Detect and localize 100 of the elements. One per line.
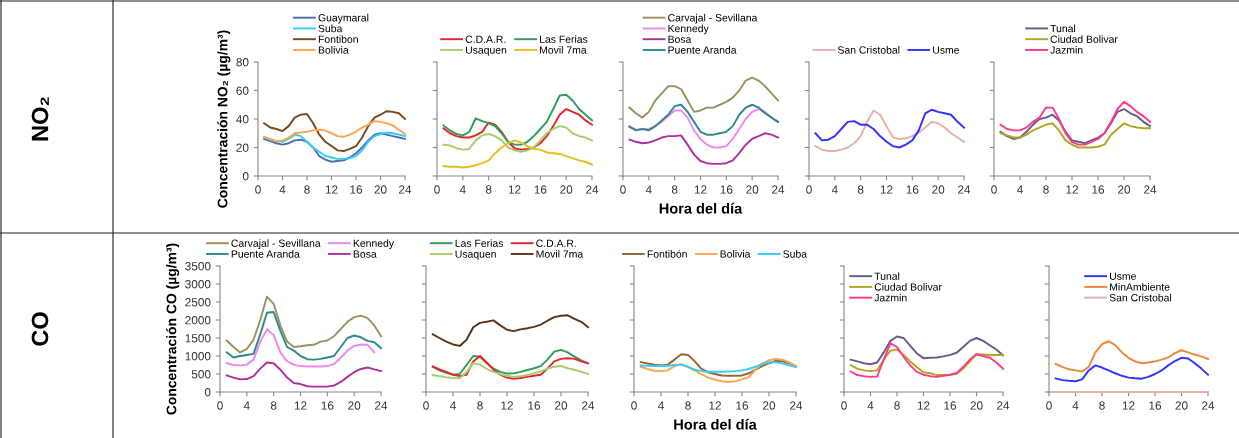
x-tick-label: 12 xyxy=(917,401,930,410)
x-tick-label: 12 xyxy=(709,401,721,410)
y-tick-label: 3000 xyxy=(185,280,211,289)
x-tick-label: 16 xyxy=(534,185,547,194)
legend-label: C.D.A.R. xyxy=(465,35,506,43)
legend-label: Jazmin xyxy=(874,293,907,302)
x-tick-label: 24 xyxy=(586,185,599,194)
legend-label: Bosa xyxy=(353,250,377,258)
y-tick-label: 20 xyxy=(236,143,249,152)
x-tick-label: 20 xyxy=(763,401,776,410)
x-tick-label: 8 xyxy=(857,185,864,194)
line-series xyxy=(225,311,382,361)
x-tick-label: 20 xyxy=(1175,401,1188,410)
x-tick-label: 4 xyxy=(449,401,456,410)
legend-label: Las Ferias xyxy=(455,239,504,247)
x-tick-label: 16 xyxy=(321,401,334,410)
legend-label: MinAmbiente xyxy=(1110,283,1170,291)
x-tick-label: 4 xyxy=(867,401,874,410)
x-axis-title: Hora del día xyxy=(659,202,743,214)
text: CO xyxy=(31,312,49,346)
line-series xyxy=(225,361,382,388)
y-tick-label: 2000 xyxy=(185,316,211,325)
x-tick-label: 8 xyxy=(1043,185,1049,194)
x-tick-label: 24 xyxy=(772,185,785,194)
x-tick-label: 0 xyxy=(620,185,626,194)
x-tick-label: 16 xyxy=(528,401,541,410)
x-tick-label: 16 xyxy=(736,401,749,410)
legend-label: San Cristobal xyxy=(837,46,900,54)
legend-label: Bosa xyxy=(668,35,692,43)
x-tick-label: 16 xyxy=(1149,401,1162,410)
line-series xyxy=(263,110,406,153)
x-tick-label: 20 xyxy=(932,185,945,194)
legend-label: Tunal xyxy=(1050,24,1076,33)
x-tick-label: 12 xyxy=(1066,185,1078,194)
x-tick-label: 8 xyxy=(304,185,310,194)
x-tick-label: 24 xyxy=(582,401,595,410)
legend-label: Bolivia xyxy=(318,46,349,54)
x-tick-label: 8 xyxy=(685,401,691,410)
y-tick-label: 500 xyxy=(191,370,211,379)
y-tick-label: 80 xyxy=(236,58,249,67)
x-tick-label: 0 xyxy=(841,401,847,410)
legend-label: Movil 7ma xyxy=(540,46,587,54)
y-tick-label: 0 xyxy=(204,388,211,397)
legend-label: Kennedy xyxy=(668,24,709,35)
x-tick-label: 8 xyxy=(1099,401,1105,410)
legend-label: Ciudad Bolivar xyxy=(874,283,942,291)
legend-label: Las Ferias xyxy=(540,35,588,43)
x-tick-label: 24 xyxy=(399,185,412,194)
legend-label: Usme xyxy=(1110,272,1136,280)
legend-label: Suba xyxy=(318,24,343,33)
x-axis-title: Hora del día xyxy=(674,418,757,430)
y-tick-label: 40 xyxy=(236,115,249,124)
x-tick-label: 8 xyxy=(477,401,483,410)
y-tick-label: 0 xyxy=(242,172,249,181)
x-tick-label: 0 xyxy=(806,185,812,194)
text: NO₂ xyxy=(31,97,49,141)
legend-label: C.D.A.R. xyxy=(536,239,576,247)
x-tick-label: 24 xyxy=(1144,185,1157,194)
x-tick-label: 12 xyxy=(501,401,513,410)
x-tick-label: 4 xyxy=(459,185,466,194)
x-tick-label: 4 xyxy=(645,185,652,194)
legend-label: Fontibon xyxy=(318,35,358,43)
x-tick-label: 16 xyxy=(720,185,733,194)
x-tick-label: 24 xyxy=(958,185,971,194)
legend-label: Fontibón xyxy=(647,249,687,258)
x-tick-label: 8 xyxy=(485,185,492,194)
x-tick-label: 0 xyxy=(217,401,223,410)
x-tick-label: 8 xyxy=(671,185,678,194)
x-tick-label: 12 xyxy=(325,185,338,194)
legend-label: Suba xyxy=(783,250,808,258)
y-tick-label: 1500 xyxy=(185,334,211,343)
y-tick-label: 3500 xyxy=(185,262,211,271)
x-tick-label: 24 xyxy=(997,401,1010,410)
legend-label: Usaquen xyxy=(465,46,507,56)
x-tick-label: 4 xyxy=(279,185,286,194)
legend-label: Carvajal - Sevillana xyxy=(668,13,758,24)
y-tick-label: 60 xyxy=(236,86,249,95)
x-tick-label: 20 xyxy=(374,185,387,194)
x-tick-label: 8 xyxy=(270,401,277,410)
x-tick-label: 0 xyxy=(255,185,261,194)
legend-label: San Cristobal xyxy=(1109,293,1172,302)
legend-label: Bolivia xyxy=(720,250,751,258)
x-tick-label: 0 xyxy=(434,185,440,194)
line-series xyxy=(225,328,376,368)
x-tick-label: 4 xyxy=(657,401,664,410)
legend-label: Puente Aranda xyxy=(231,250,300,258)
y-axis-title: Concentración CO (µg/m³) xyxy=(166,243,180,415)
x-tick-label: 24 xyxy=(790,401,803,410)
legend-label: Puente Aranda xyxy=(668,46,737,54)
x-tick-label: 20 xyxy=(746,185,759,194)
x-tick-label: 12 xyxy=(880,185,893,194)
x-tick-label: 20 xyxy=(1118,185,1131,194)
x-tick-label: 0 xyxy=(631,401,637,410)
x-tick-label: 16 xyxy=(906,185,919,194)
y-axis-title: Concentración NO₂ (µg/m³) xyxy=(217,30,231,208)
x-tick-label: 4 xyxy=(243,401,250,410)
y-tick-label: 2500 xyxy=(185,298,211,307)
legend-label: Guaymaral xyxy=(318,13,369,24)
x-tick-label: 0 xyxy=(991,185,997,194)
x-tick-label: 12 xyxy=(508,185,521,194)
